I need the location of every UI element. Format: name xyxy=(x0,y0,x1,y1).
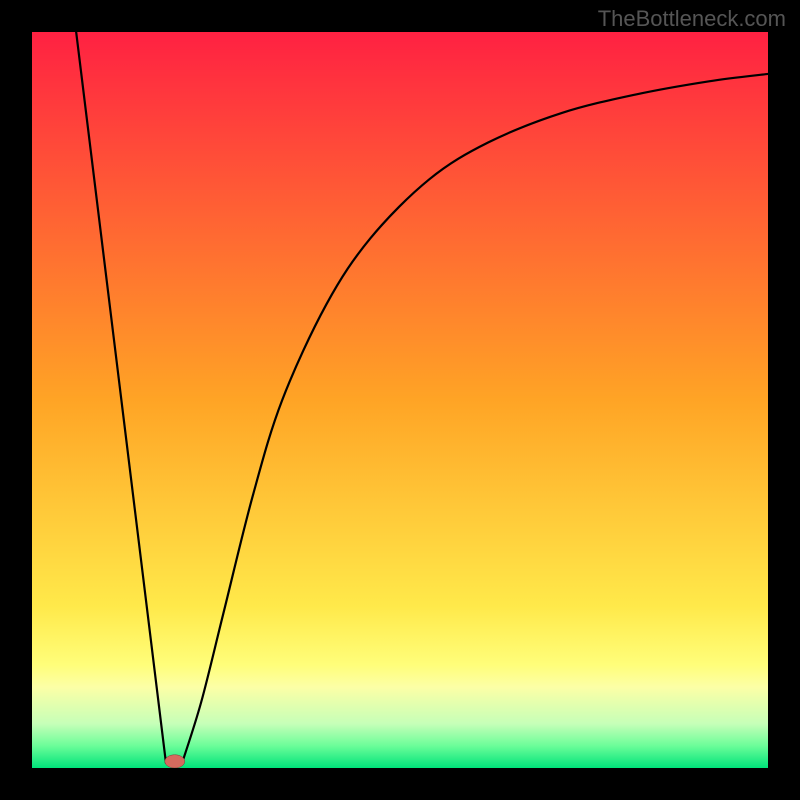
plot-area xyxy=(32,32,768,768)
gradient-background xyxy=(32,32,768,768)
optimum-marker xyxy=(165,755,185,768)
watermark-text: TheBottleneck.com xyxy=(598,6,786,32)
chart-svg xyxy=(0,0,800,800)
bottleneck-chart: TheBottleneck.com xyxy=(0,0,800,800)
